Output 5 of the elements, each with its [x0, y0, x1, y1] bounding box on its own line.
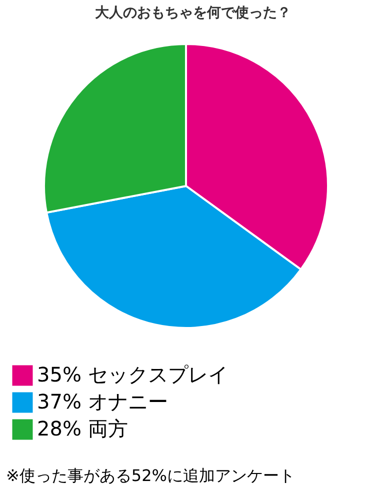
legend-label: 35% セックスプレイ	[37, 362, 228, 386]
legend-label: 37% オナニー	[37, 390, 168, 414]
legend-label: 28% 両方	[37, 416, 128, 440]
chart-title: 大人のおもちゃを何で使った？	[95, 5, 291, 21]
text: ※使った事がある52%に追加アンケート	[6, 466, 295, 485]
